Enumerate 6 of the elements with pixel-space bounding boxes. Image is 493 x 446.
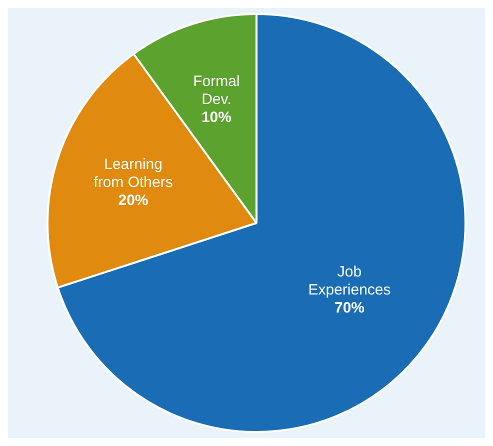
slice-label: Learning from Others [94, 156, 173, 192]
slice-label: Formal Dev. [193, 72, 240, 108]
slice-label: Job Experiences [308, 264, 391, 299]
data-label: 70% [334, 300, 365, 317]
data-label: 10% [201, 108, 232, 126]
data-label: 20% [118, 192, 148, 210]
